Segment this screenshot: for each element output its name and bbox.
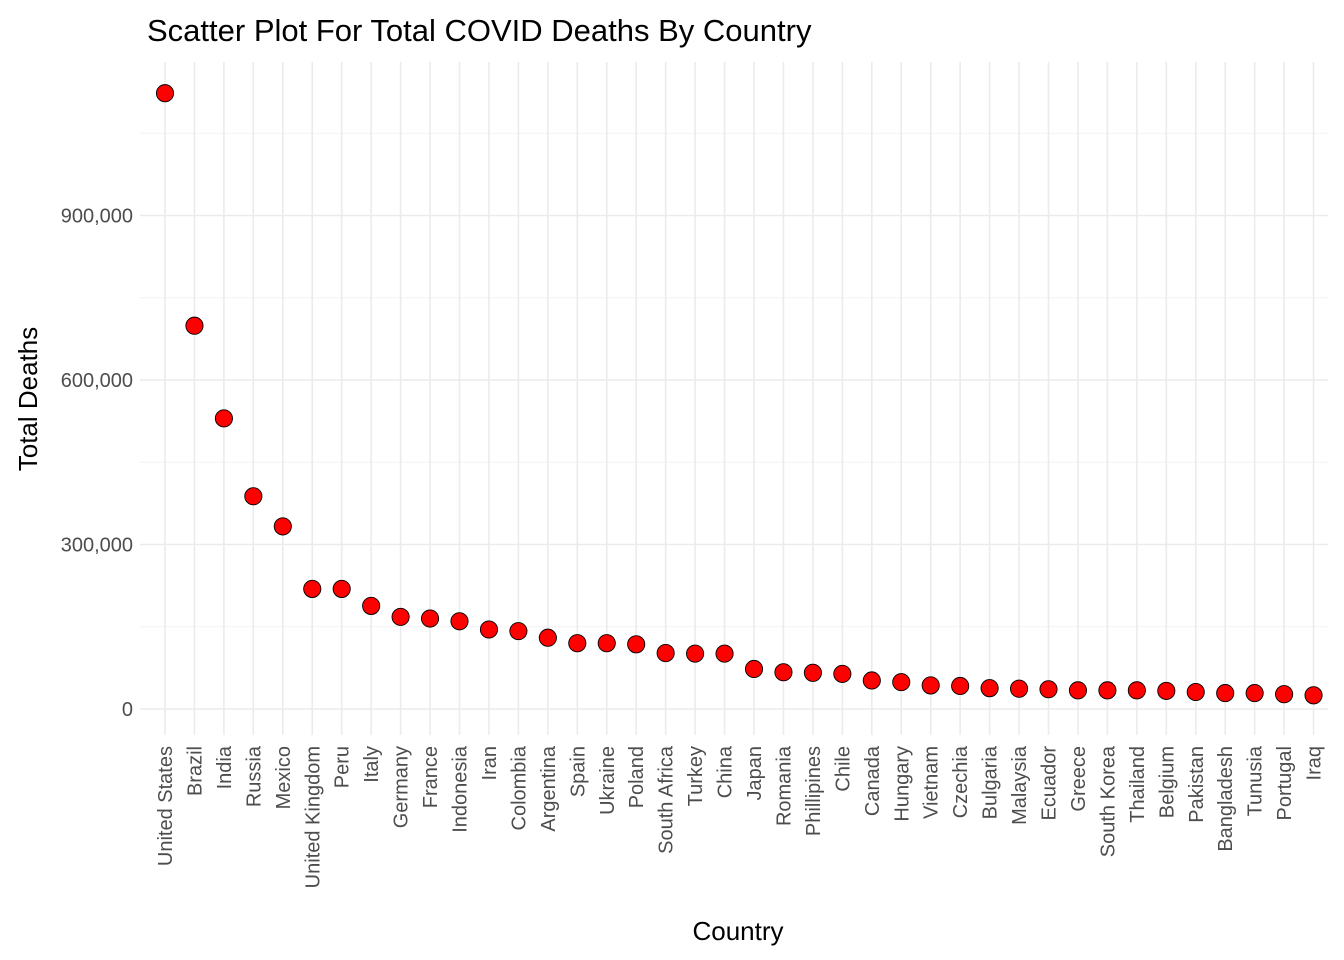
data-point bbox=[892, 673, 911, 692]
y-axis-title: Total Deaths bbox=[13, 327, 43, 472]
data-point bbox=[1127, 681, 1146, 700]
x-tick-label: India bbox=[214, 745, 236, 789]
data-point bbox=[185, 316, 204, 335]
data-point bbox=[450, 612, 469, 631]
x-axis-title: Country bbox=[692, 916, 783, 946]
x-tick-label: South Africa bbox=[656, 745, 678, 854]
data-point bbox=[1010, 679, 1029, 698]
x-tick-label: Bangladesh bbox=[1215, 746, 1237, 852]
x-tick-label: Bulgaria bbox=[980, 745, 1002, 819]
x-tick-label: Brazil bbox=[184, 746, 206, 796]
x-tick-label: Belgium bbox=[1156, 746, 1178, 818]
y-axis-tick-labels: 0 300,000 600,000 900,000 bbox=[61, 206, 133, 722]
data-point bbox=[1275, 685, 1294, 704]
x-tick-label: Chile bbox=[832, 746, 854, 792]
data-point bbox=[1304, 686, 1323, 705]
x-tick-label: Thailand bbox=[1127, 746, 1149, 823]
data-point bbox=[479, 620, 499, 639]
x-tick-label: Italy bbox=[361, 746, 383, 783]
x-axis-tick-labels: United States Brazil India Russia Mexico Unit… bbox=[155, 745, 1326, 888]
x-tick-label: Colombia bbox=[508, 745, 530, 830]
x-tick-label: Poland bbox=[626, 746, 648, 808]
x-tick-label: Mexico bbox=[273, 746, 295, 809]
data-point bbox=[214, 409, 233, 428]
x-tick-label: Russia bbox=[243, 745, 265, 807]
x-tick-label: Tunusia bbox=[1245, 745, 1267, 816]
data-point bbox=[744, 659, 764, 679]
data-point bbox=[538, 628, 557, 647]
data-point bbox=[597, 634, 616, 653]
x-tick-label: France bbox=[420, 746, 442, 808]
x-tick-label: Czechia bbox=[950, 745, 972, 818]
data-point bbox=[1245, 684, 1264, 703]
x-tick-label: Argentina bbox=[538, 745, 560, 831]
y-tick-label: 900,000 bbox=[61, 206, 133, 228]
data-points bbox=[155, 84, 1323, 705]
x-tick-label: Vietnam bbox=[921, 746, 943, 819]
x-tick-label: Indonesia bbox=[450, 745, 472, 833]
x-tick-label: China bbox=[715, 745, 737, 798]
data-point bbox=[921, 676, 940, 695]
data-point bbox=[568, 634, 587, 653]
x-tick-label: Japan bbox=[744, 746, 766, 801]
data-point bbox=[420, 609, 440, 628]
data-point bbox=[1039, 680, 1058, 699]
data-point bbox=[509, 622, 528, 641]
data-point bbox=[627, 635, 646, 654]
data-point bbox=[155, 84, 175, 103]
grid-lines bbox=[140, 62, 1328, 735]
data-point bbox=[1068, 681, 1087, 700]
x-tick-label: United States bbox=[155, 746, 177, 866]
y-tick-label: 300,000 bbox=[61, 535, 133, 557]
x-tick-label: Germany bbox=[391, 746, 413, 828]
data-point bbox=[1216, 684, 1235, 703]
data-point bbox=[833, 664, 852, 683]
x-tick-label: Malaysia bbox=[1009, 745, 1031, 825]
data-point bbox=[362, 596, 381, 615]
data-point bbox=[862, 671, 881, 690]
x-tick-label: South Korea bbox=[1097, 745, 1119, 857]
data-point bbox=[803, 663, 822, 682]
data-point bbox=[686, 644, 705, 663]
data-point bbox=[244, 487, 263, 506]
data-point bbox=[1186, 682, 1205, 702]
data-point bbox=[656, 644, 675, 663]
chart-title: Scatter Plot For Total COVID Deaths By C… bbox=[147, 13, 812, 48]
x-tick-label: Phillipines bbox=[803, 746, 825, 836]
x-tick-label: Pakistan bbox=[1186, 746, 1208, 823]
x-tick-label: Hungary bbox=[891, 746, 913, 822]
data-point bbox=[303, 579, 322, 598]
x-tick-label: Canada bbox=[862, 745, 884, 816]
x-tick-label: Portugal bbox=[1274, 746, 1296, 821]
data-point bbox=[273, 517, 292, 536]
y-tick-label: 600,000 bbox=[61, 370, 133, 392]
data-point bbox=[951, 676, 970, 696]
x-tick-label: Peru bbox=[332, 746, 354, 788]
data-point bbox=[1157, 681, 1176, 700]
data-point bbox=[1098, 681, 1117, 700]
x-tick-label: Iraq bbox=[1304, 746, 1326, 780]
x-tick-label: Iran bbox=[479, 746, 501, 780]
data-point bbox=[715, 644, 734, 663]
data-point bbox=[391, 607, 410, 626]
y-tick-label: 0 bbox=[122, 699, 133, 721]
x-tick-label: Greece bbox=[1068, 746, 1090, 812]
x-tick-label: Spain bbox=[567, 746, 589, 797]
data-point bbox=[980, 679, 999, 698]
x-tick-label: Turkey bbox=[685, 746, 707, 806]
data-point bbox=[332, 579, 351, 598]
data-point bbox=[774, 663, 793, 682]
x-tick-label: Ukraine bbox=[597, 746, 619, 815]
x-tick-label: United Kingdom bbox=[302, 746, 324, 888]
x-tick-label: Ecuador bbox=[1039, 746, 1061, 821]
x-tick-label: Romania bbox=[773, 745, 795, 826]
